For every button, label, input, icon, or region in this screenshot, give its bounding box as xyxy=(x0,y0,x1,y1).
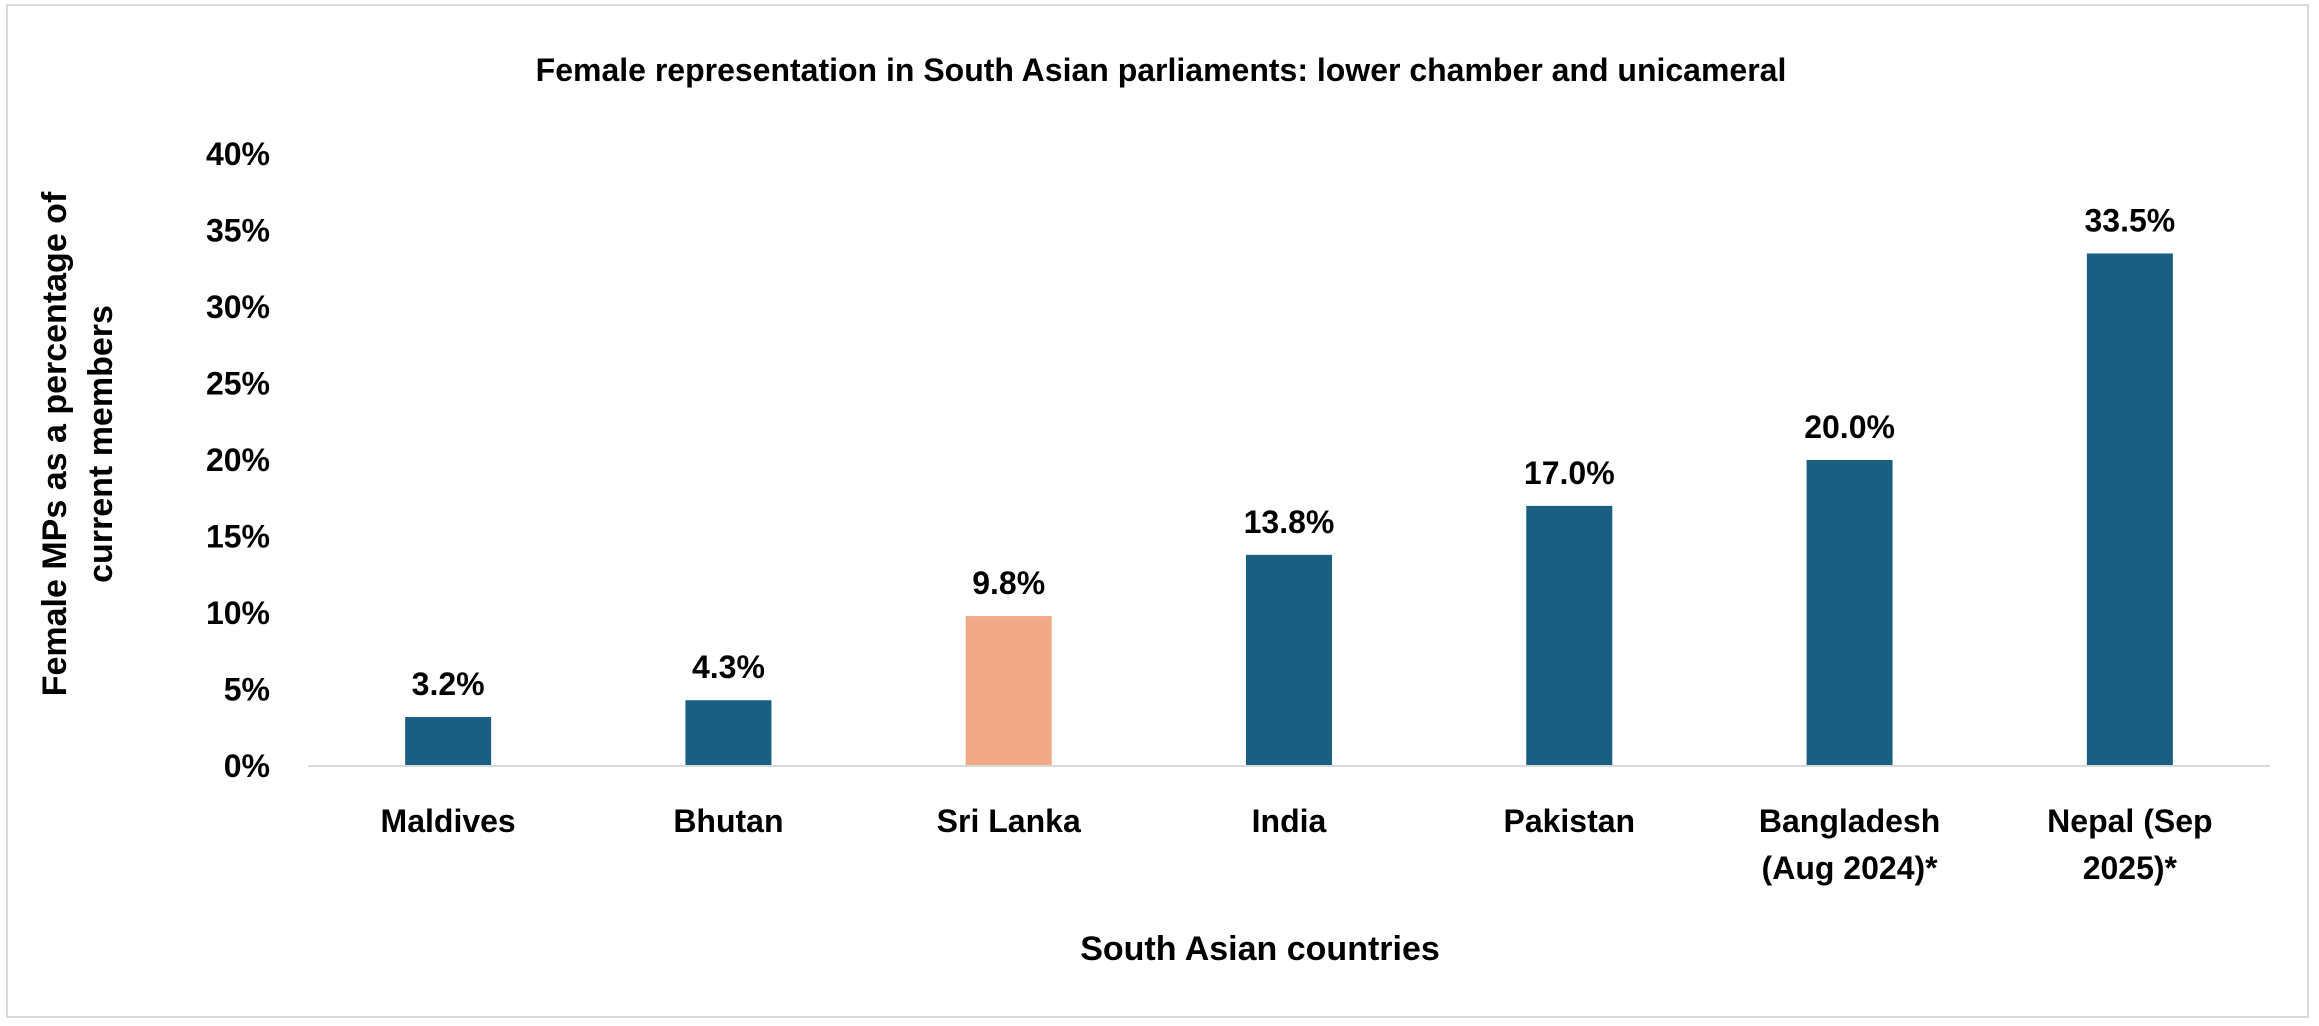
x-tick-label: Bhutan xyxy=(673,803,783,839)
data-label: 33.5% xyxy=(2084,202,2175,238)
bar xyxy=(2086,253,2173,766)
x-tick-label: Bangladesh xyxy=(1759,803,1940,839)
y-tick-label: 40% xyxy=(206,136,270,172)
bar xyxy=(685,700,772,766)
bar xyxy=(1806,460,1893,766)
y-tick-label: 15% xyxy=(206,519,270,555)
y-tick-label: 35% xyxy=(206,213,270,249)
bar xyxy=(405,717,492,766)
chart-title: Female representation in South Asian par… xyxy=(536,52,1787,88)
bar xyxy=(965,616,1052,766)
x-tick-label: Pakistan xyxy=(1503,803,1635,839)
y-tick-label: 0% xyxy=(224,748,270,784)
y-tick-label: 25% xyxy=(206,366,270,402)
y-tick-label: 30% xyxy=(206,289,270,325)
data-label: 17.0% xyxy=(1524,455,1615,491)
x-tick-label: (Aug 2024)* xyxy=(1762,850,1939,886)
y-axis-title-line-2: current members xyxy=(82,305,120,583)
y-tick-label: 20% xyxy=(206,442,270,478)
x-tick-label: Maldives xyxy=(381,803,516,839)
data-label: 20.0% xyxy=(1804,409,1895,445)
data-label: 9.8% xyxy=(972,565,1045,601)
x-axis-title: South Asian countries xyxy=(1080,930,1440,968)
y-axis-title-line-1: Female MPs as a percentage of xyxy=(36,191,74,696)
y-tick-label: 5% xyxy=(224,672,270,708)
chart-frame xyxy=(6,4,2309,1018)
data-label: 4.3% xyxy=(692,649,765,685)
data-label: 13.8% xyxy=(1244,504,1335,540)
x-tick-label: 2025)* xyxy=(2083,850,2178,886)
y-tick-label: 10% xyxy=(206,595,270,631)
x-tick-label: Sri Lanka xyxy=(937,803,1081,839)
x-tick-label: India xyxy=(1252,803,1327,839)
x-tick-label: Nepal (Sep xyxy=(2047,803,2212,839)
bar xyxy=(1526,505,1613,766)
bar xyxy=(1246,554,1332,766)
data-label: 3.2% xyxy=(412,666,485,702)
